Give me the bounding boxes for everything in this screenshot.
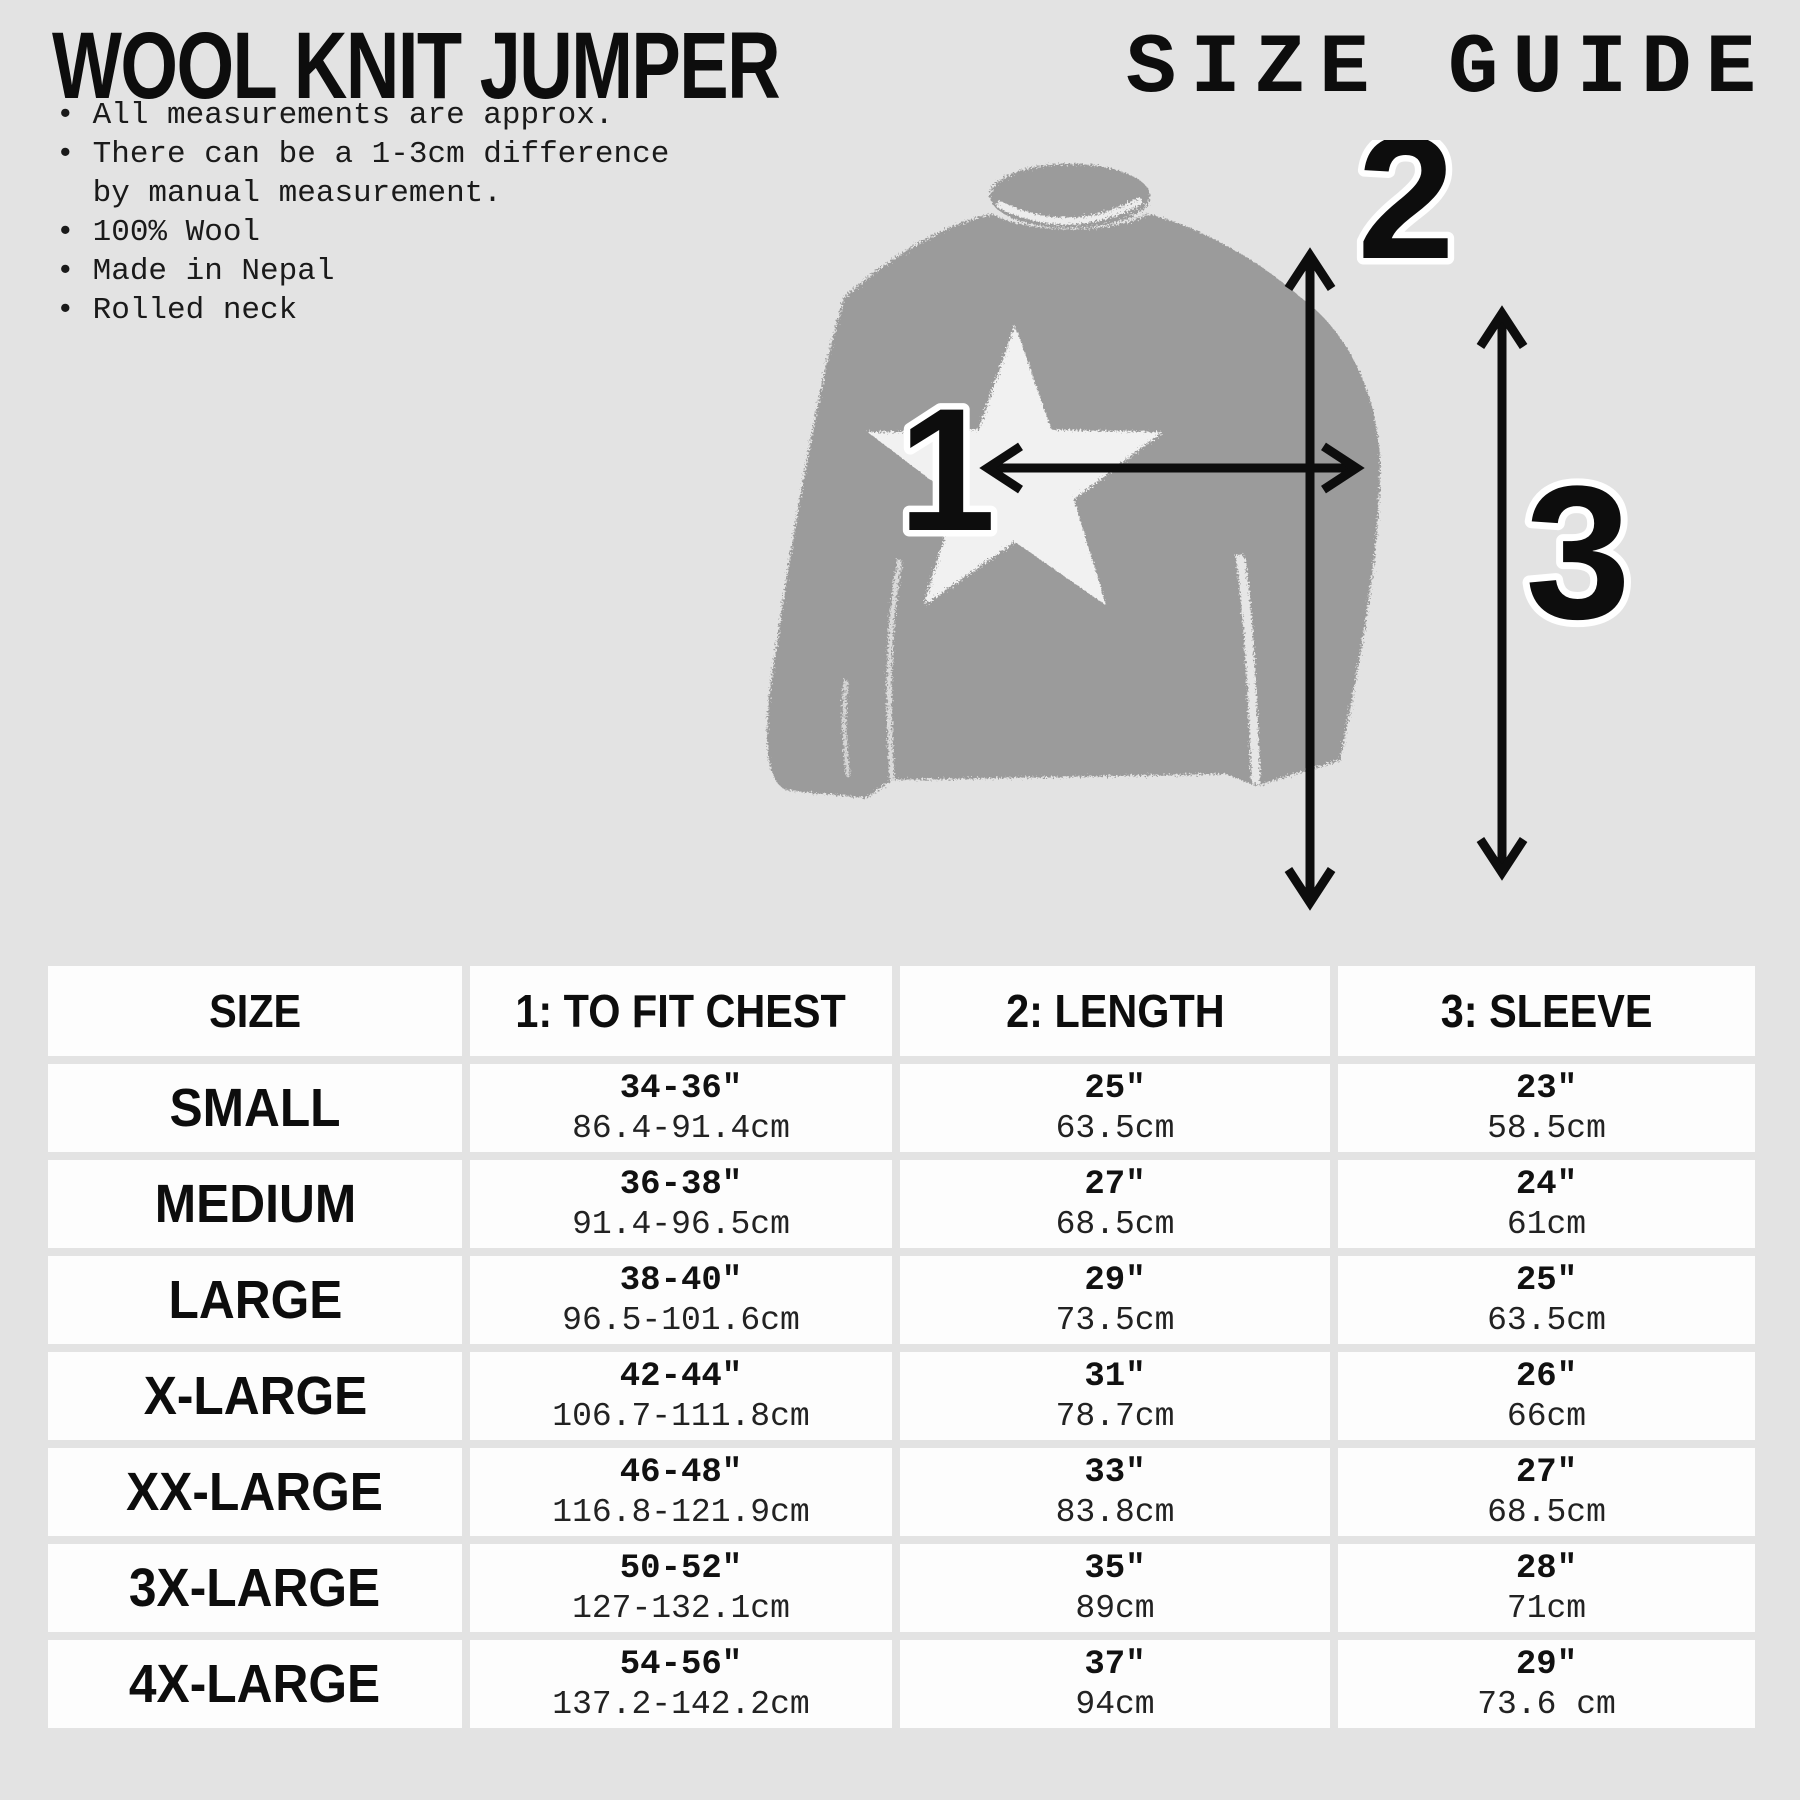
bullet-item: All measurements are approx. <box>56 96 796 135</box>
sleeve-cm: 73.6 cm <box>1477 1686 1616 1723</box>
sleeve-inches: 28″ <box>1515 1550 1578 1588</box>
left-cuff-highlight <box>842 679 850 777</box>
sleeve-cell: 23″ 58.5cm <box>1338 1064 1755 1152</box>
length-cm: 89cm <box>1075 1590 1155 1627</box>
chest-cell: 46-48″ 116.8-121.9cm <box>470 1448 892 1536</box>
sleeve-cm: 61cm <box>1506 1206 1587 1243</box>
header-length: 2: LENGTH <box>900 966 1330 1056</box>
length-cm: 63.5cm <box>1055 1110 1175 1147</box>
chest-inches: 34-36″ <box>619 1070 743 1108</box>
sleeve-cell: 28″ 71cm <box>1338 1544 1755 1632</box>
bullet-item: Rolled neck <box>56 291 796 330</box>
length-cell: 29″ 73.5cm <box>900 1256 1330 1344</box>
chest-cm: 127-132.1cm <box>572 1590 790 1627</box>
sleeve-inches: 26″ <box>1515 1358 1578 1396</box>
chest-cm: 116.8-121.9cm <box>552 1494 810 1531</box>
jumper-body <box>767 164 1381 798</box>
length-cell: 27″ 68.5cm <box>900 1160 1330 1248</box>
length-inches: 33″ <box>1084 1454 1146 1492</box>
size-cell: MEDIUM <box>48 1160 462 1248</box>
bullet-item: Made in Nepal <box>56 252 796 291</box>
chest-inches: 42-44″ <box>619 1358 743 1396</box>
size-cell: 3X-LARGE <box>48 1544 462 1632</box>
chest-cell: 50-52″ 127-132.1cm <box>470 1544 892 1632</box>
header-size: SIZE <box>48 966 462 1056</box>
bullet-item: There can be a 1-3cm difference by manua… <box>56 135 796 213</box>
sleeve-cm: 68.5cm <box>1487 1494 1606 1531</box>
chest-cm: 96.5-101.6cm <box>562 1302 800 1339</box>
size-table: SIZE 1: TO FIT CHEST 2: LENGTH 3: SLEEVE… <box>48 966 1755 1728</box>
length-cm: 73.5cm <box>1055 1302 1175 1339</box>
size-cell: 4X-LARGE <box>48 1640 462 1728</box>
length-inches: 27″ <box>1084 1166 1146 1204</box>
collar-fold-line <box>996 196 1144 225</box>
length-cm: 83.8cm <box>1055 1494 1175 1531</box>
length-cm: 94cm <box>1075 1686 1155 1723</box>
sleeve-cm: 66cm <box>1506 1398 1587 1435</box>
length-inches: 35″ <box>1084 1550 1146 1588</box>
chest-cell: 54-56″ 137.2-142.2cm <box>470 1640 892 1728</box>
sleeve-label: 3 <box>1525 447 1631 659</box>
chest-inches: 54-56″ <box>619 1646 743 1684</box>
length-cm: 68.5cm <box>1055 1206 1175 1243</box>
length-cell: 35″ 89cm <box>900 1544 1330 1632</box>
sleeve-inches: 25″ <box>1515 1262 1578 1300</box>
chest-cell: 38-40″ 96.5-101.6cm <box>470 1256 892 1344</box>
size-cell: XX-LARGE <box>48 1448 462 1536</box>
length-cell: 33″ 83.8cm <box>900 1448 1330 1536</box>
size-cell: SMALL <box>48 1064 462 1152</box>
jumper-illustration: 1 2 3 <box>767 95 1638 911</box>
chest-cell: 42-44″ 106.7-111.8cm <box>470 1352 892 1440</box>
chest-cm: 91.4-96.5cm <box>572 1206 790 1243</box>
length-inches: 37″ <box>1084 1646 1146 1684</box>
length-cell: 37″ 94cm <box>900 1640 1330 1728</box>
sleeve-cm: 71cm <box>1506 1590 1587 1627</box>
size-cell: LARGE <box>48 1256 462 1344</box>
header-sleeve: 3: SLEEVE <box>1338 966 1755 1056</box>
size-guide-heading: SIZE GUIDE <box>1125 22 1770 117</box>
chest-cm: 106.7-111.8cm <box>552 1398 810 1435</box>
size-cell: X-LARGE <box>48 1352 462 1440</box>
measurement-arrows <box>979 247 1528 911</box>
length-cell: 31″ 78.7cm <box>900 1352 1330 1440</box>
length-inches: 31″ <box>1084 1358 1146 1396</box>
length-cell: 25″ 63.5cm <box>900 1064 1330 1152</box>
bullet-item: 100% Wool <box>56 213 796 252</box>
chest-inches: 50-52″ <box>619 1550 743 1588</box>
left-sleeve-seam <box>886 559 903 781</box>
sleeve-cm: 63.5cm <box>1487 1302 1606 1339</box>
sleeve-cell: 27″ 68.5cm <box>1338 1448 1755 1536</box>
chest-inches: 46-48″ <box>619 1454 743 1492</box>
chest-cm: 137.2-142.2cm <box>552 1686 810 1723</box>
sleeve-inches: 27″ <box>1515 1454 1578 1492</box>
bullet-text: All measurements are approx. <box>92 98 614 133</box>
length-inches: 29″ <box>1084 1262 1146 1300</box>
length-label: 2 <box>1357 140 1454 296</box>
sleeve-inches: 23″ <box>1515 1070 1578 1108</box>
sleeve-cell: 26″ 66cm <box>1338 1352 1755 1440</box>
bullet-text: Rolled neck <box>92 293 298 328</box>
sleeve-cm: 58.5cm <box>1487 1110 1606 1147</box>
length-inches: 25″ <box>1084 1070 1146 1108</box>
sleeve-inches: 24″ <box>1515 1166 1578 1204</box>
bullet-text: There can be a 1-3cm difference by manua… <box>92 137 670 211</box>
bullet-text: 100% Wool <box>92 215 261 250</box>
chest-inches: 38-40″ <box>619 1262 743 1300</box>
bullet-text: Made in Nepal <box>92 254 335 289</box>
chest-cell: 34-36″ 86.4-91.4cm <box>470 1064 892 1152</box>
sleeve-cell: 29″ 73.6 cm <box>1338 1640 1755 1728</box>
chest-cell: 36-38″ 91.4-96.5cm <box>470 1160 892 1248</box>
chest-label: 1 <box>898 373 995 568</box>
length-cm: 78.7cm <box>1055 1398 1175 1435</box>
sleeve-cell: 25″ 63.5cm <box>1338 1256 1755 1344</box>
jumper-diagram: 1 2 3 <box>740 95 1700 940</box>
sleeve-inches: 29″ <box>1515 1646 1578 1684</box>
header-chest: 1: TO FIT CHEST <box>470 966 892 1056</box>
sleeve-cell: 24″ 61cm <box>1338 1160 1755 1248</box>
chest-inches: 36-38″ <box>619 1166 743 1204</box>
chest-cm: 86.4-91.4cm <box>572 1110 790 1147</box>
right-sleeve-seam <box>1235 554 1261 785</box>
bullet-list: All measurements are approx. There can b… <box>56 96 796 330</box>
